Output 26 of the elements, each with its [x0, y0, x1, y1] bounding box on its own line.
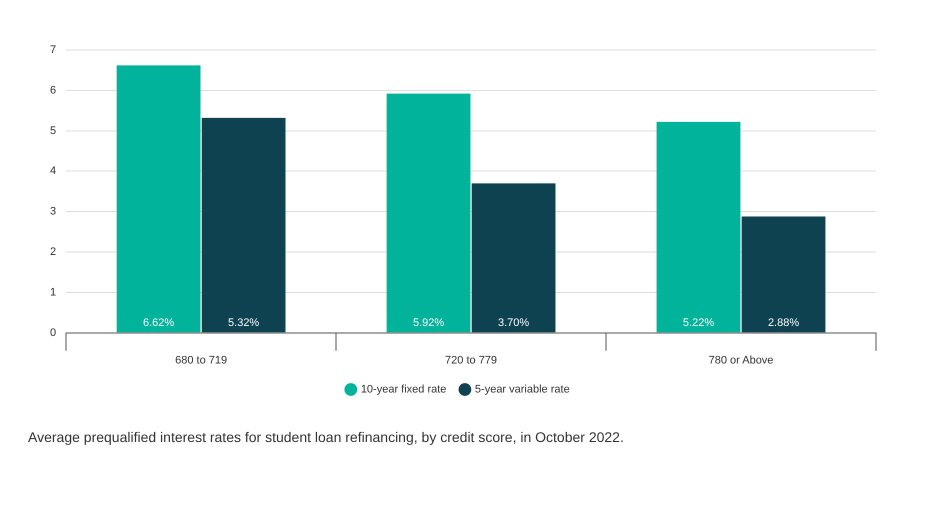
bar	[202, 118, 286, 332]
y-tick-label: 3	[50, 206, 56, 218]
y-tick-label: 6	[50, 84, 56, 96]
data-label: 5.92%	[412, 316, 444, 329]
bar	[742, 216, 826, 332]
y-tick-label: 2	[50, 246, 56, 258]
x-tick-label: 720 to 779	[445, 354, 498, 366]
y-tick-label: 0	[50, 326, 56, 339]
bar	[116, 65, 200, 332]
bar	[472, 183, 556, 332]
data-label: 3.70%	[498, 316, 530, 329]
data-label: 5.22%	[682, 316, 714, 329]
data-label: 2.88%	[768, 316, 800, 329]
bar	[656, 122, 740, 332]
y-tick-label: 1	[50, 286, 56, 298]
y-tick-label: 5	[50, 124, 56, 137]
bar	[386, 94, 470, 332]
text: Average prequalified interest rates for student loan refinancing, by credit score, in October 2022.	[28, 428, 625, 447]
x-tick-label: 780 or Above	[708, 354, 774, 366]
data-label: 5.32%	[228, 316, 260, 329]
legend-label: 5-year variable rate	[474, 384, 570, 396]
y-tick-label: 4	[50, 165, 56, 178]
y-tick-label: 7	[50, 44, 56, 56]
x-tick-label: 680 to 719	[175, 354, 228, 366]
legend-label: 10-year fixed rate	[360, 384, 446, 396]
data-label: 6.62%	[142, 316, 174, 329]
